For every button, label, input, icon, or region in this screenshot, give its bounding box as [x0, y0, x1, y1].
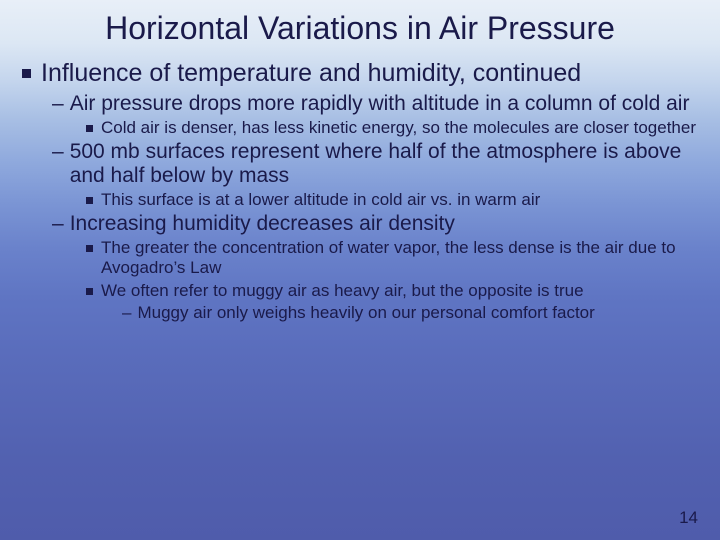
square-bullet-icon	[22, 69, 31, 78]
lvl3-text: The greater the concentration of water v…	[101, 238, 698, 278]
slide: Horizontal Variations in Air Pressure In…	[0, 0, 720, 540]
dash-bullet-icon: –	[52, 140, 64, 164]
lvl4-item: – Muggy air only weighs heavily on our p…	[122, 303, 698, 323]
slide-title: Horizontal Variations in Air Pressure	[22, 10, 698, 47]
lvl4-text: Muggy air only weighs heavily on our per…	[137, 303, 594, 323]
bullet-list-lvl1: Influence of temperature and humidity, c…	[22, 59, 698, 323]
bullet-list-lvl3: This surface is at a lower altitude in c…	[86, 190, 698, 210]
lvl3-item: This surface is at a lower altitude in c…	[86, 190, 698, 210]
lvl3-text: This surface is at a lower altitude in c…	[101, 190, 540, 210]
page-number: 14	[679, 508, 698, 528]
lvl1-item: Influence of temperature and humidity, c…	[22, 59, 698, 323]
lvl2-text: Air pressure drops more rapidly with alt…	[70, 92, 690, 116]
lvl3-item: Cold air is denser, has less kinetic ene…	[86, 118, 698, 138]
lvl2-text: Increasing humidity decreases air densit…	[70, 212, 455, 236]
lvl1-text: Influence of temperature and humidity, c…	[41, 59, 581, 88]
lvl3-text: Cold air is denser, has less kinetic ene…	[101, 118, 696, 138]
dash-bullet-icon: –	[122, 303, 131, 323]
lvl2-item: – Increasing humidity decreases air dens…	[52, 212, 698, 322]
lvl2-text: 500 mb surfaces represent where half of …	[70, 140, 698, 188]
square-bullet-icon	[86, 197, 93, 204]
lvl2-item: – 500 mb surfaces represent where half o…	[52, 140, 698, 210]
square-bullet-icon	[86, 288, 93, 295]
bullet-list-lvl2: – Air pressure drops more rapidly with a…	[52, 92, 698, 323]
lvl3-text: We often refer to muggy air as heavy air…	[101, 281, 584, 301]
dash-bullet-icon: –	[52, 212, 64, 236]
bullet-list-lvl3: The greater the concentration of water v…	[86, 238, 698, 322]
bullet-list-lvl3: Cold air is denser, has less kinetic ene…	[86, 118, 698, 138]
lvl2-item: – Air pressure drops more rapidly with a…	[52, 92, 698, 138]
lvl3-item: The greater the concentration of water v…	[86, 238, 698, 278]
dash-bullet-icon: –	[52, 92, 64, 116]
square-bullet-icon	[86, 245, 93, 252]
bullet-list-lvl4: – Muggy air only weighs heavily on our p…	[122, 303, 698, 323]
lvl3-item: We often refer to muggy air as heavy air…	[86, 281, 698, 323]
square-bullet-icon	[86, 125, 93, 132]
